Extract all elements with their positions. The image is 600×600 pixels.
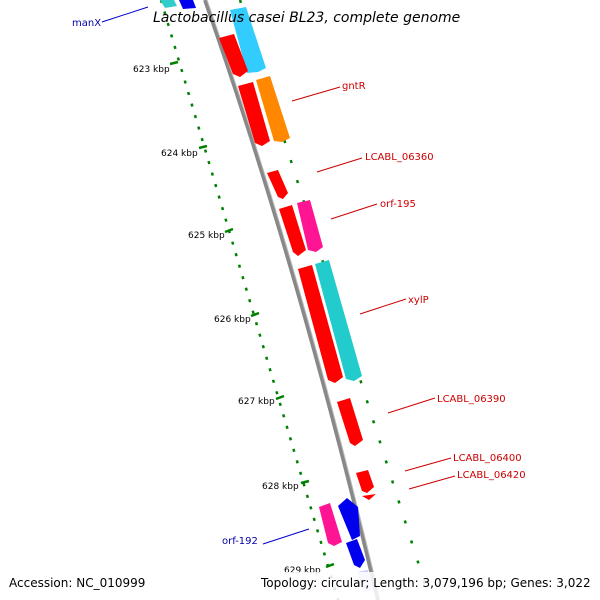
cds-feature[interactable] — [279, 205, 306, 256]
cds-feature[interactable] — [238, 82, 270, 146]
gene-feature[interactable] — [338, 498, 360, 540]
inner-dotted-ring — [159, 0, 340, 600]
gene-feature[interactable] — [256, 76, 290, 142]
label-leaders — [101, 6, 456, 545]
gene-label-orf-192[interactable]: orf-192 — [222, 536, 258, 547]
genome-summary-text: Topology: circular; Length: 3,079,196 bp… — [260, 576, 591, 590]
tick-label-628: 628 kbp — [262, 482, 299, 492]
genes-outer — [160, 0, 362, 381]
tick-label-624: 624 kbp — [161, 149, 198, 159]
genes-cds — [219, 34, 376, 500]
footer-background — [0, 572, 600, 600]
accession-text: Accession: NC_010999 — [9, 576, 145, 590]
gene-feature[interactable] — [230, 7, 266, 73]
gene-feature[interactable] — [179, 0, 196, 9]
gene-label-lcabl-06400[interactable]: LCABL_06400 — [453, 453, 522, 464]
map-title: Lactobacillus casei BL23, complete genom… — [153, 10, 460, 26]
tick-label-623: 623 kbp — [133, 65, 170, 75]
cds-feature[interactable] — [267, 170, 288, 199]
gene-label-gntr[interactable]: gntR — [342, 81, 366, 92]
gene-label-lcabl-06360[interactable]: LCABL_06360 — [365, 152, 434, 163]
gene-label-manx[interactable]: manX — [72, 18, 101, 29]
tick-label-629: 629 kbp — [284, 566, 321, 576]
gene-label-lcabl-06420[interactable]: LCABL_06420 — [457, 470, 526, 481]
gene-label-xylp[interactable]: xylP — [408, 295, 429, 306]
cds-feature[interactable] — [362, 494, 376, 500]
major-ticks — [169, 60, 335, 569]
cds-feature[interactable] — [219, 34, 248, 77]
tick-label-626: 626 kbp — [214, 315, 251, 325]
cds-feature[interactable] — [356, 470, 374, 493]
gene-label-orf-195[interactable]: orf-195 — [380, 199, 416, 210]
gene-feature[interactable] — [160, 0, 177, 8]
gene-feature[interactable] — [315, 260, 362, 381]
gene-feature[interactable] — [319, 503, 342, 546]
gene-feature[interactable] — [346, 539, 365, 568]
tick-label-625: 625 kbp — [188, 231, 225, 241]
cds-feature[interactable] — [298, 265, 343, 383]
cds-feature[interactable] — [337, 398, 363, 446]
tick-label-627: 627 kbp — [238, 397, 275, 407]
gene-feature[interactable] — [297, 200, 323, 252]
gene-label-lcabl-06390[interactable]: LCABL_06390 — [437, 394, 506, 405]
